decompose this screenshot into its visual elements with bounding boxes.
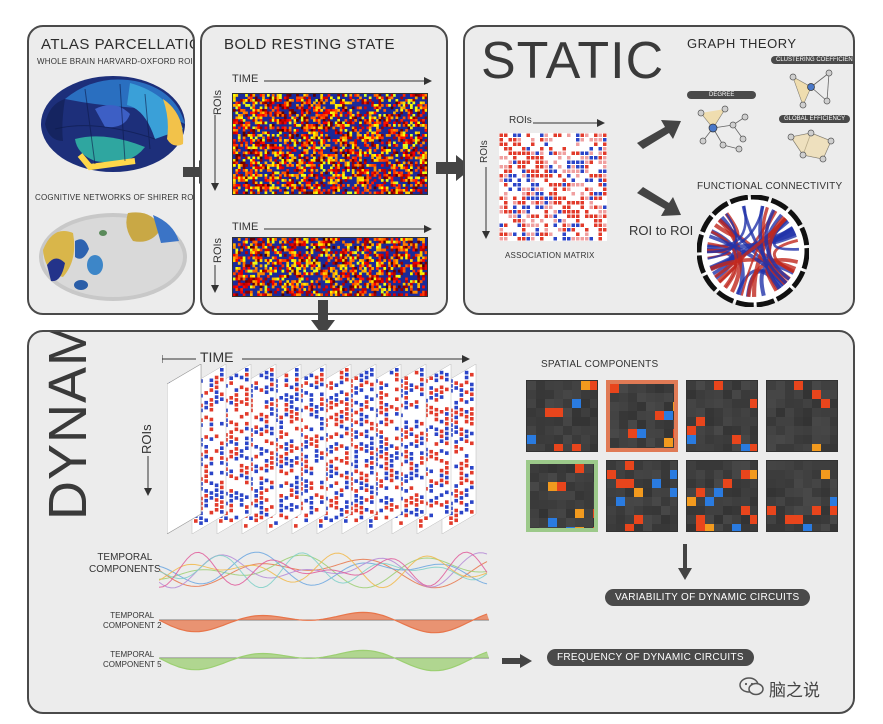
bold-title: BOLD RESTING STATE: [224, 36, 395, 53]
spatial-components-grid: [526, 380, 846, 540]
degree-pill: DEGREE: [687, 91, 757, 99]
clustering-graph-icon: [789, 69, 833, 109]
roi-to-roi-label: ROI to ROI: [629, 223, 694, 238]
static-rois-label-v: ROIs: [479, 140, 490, 163]
arrow-right-icon: [502, 654, 532, 668]
rois-axis-arrow-2: [211, 265, 219, 293]
watermark-text: 脑之说: [769, 681, 820, 701]
arrow-connectivity-icon: [637, 187, 681, 216]
temporal-component-5-plot: [159, 649, 489, 672]
association-matrix-label: ASSOCIATION MATRIX: [505, 251, 595, 260]
static-panel: STATIC GRAPH THEORY ROIs ROIs ASSOCIATIO…: [463, 25, 855, 315]
efficiency-graph-icon: [787, 129, 835, 163]
arrow-graph-icon: [637, 120, 681, 149]
dynamic-rois-arrow: [144, 456, 152, 496]
rois-axis-arrow-1: [211, 115, 219, 191]
temporal-component-2-plot: [159, 611, 489, 634]
spatial-component-map: [766, 460, 838, 532]
functional-connectivity-label: FUNCTIONAL CONNECTIVITY: [697, 181, 843, 192]
frequency-pill: FREQUENCY OF DYNAMIC CIRCUITS: [547, 649, 754, 666]
global-efficiency-pill: GLOBAL EFFICIENCY: [779, 115, 851, 123]
spatial-component-map: [526, 380, 598, 452]
arrow-down-icon: [678, 544, 692, 580]
static-rois-label-h: ROIs: [509, 115, 532, 126]
temporal-component-2-label: TEMPORAL COMPONENT 2: [103, 611, 162, 631]
clustering-pill: CLUSTERING COEFFICIENT: [771, 56, 853, 64]
static-rois-arrow-v: [482, 167, 490, 239]
brain-lateral-icon: [41, 76, 185, 172]
graph-theory-label: GRAPH THEORY: [687, 36, 797, 51]
temporal-component-2-text: TEMPORAL COMPONENT 2: [103, 611, 162, 630]
atlas-subtitle-shirer: COGNITIVE NETWORKS OF SHIRER ROIs: [35, 193, 195, 202]
brain-networks-icon: [39, 212, 187, 301]
bold-rois-label-2: ROIs: [212, 237, 224, 263]
bold-panel: BOLD RESTING STATE TIME ROIs TIME ROIs: [200, 25, 448, 315]
association-matrix: [499, 133, 607, 241]
dynamic-time-label: TIME: [200, 349, 234, 365]
spatial-component-map: [606, 380, 678, 452]
dynamic-panel: DYNAMIC TIME ROIs ROIs TEMPORAL COMPONEN…: [27, 330, 855, 714]
time-axis-arrow-1: [264, 77, 432, 85]
bold-signal-heatmap-1: [232, 93, 428, 195]
dynamic-matrix-stack: [167, 364, 477, 534]
spatial-component-map: [686, 460, 758, 532]
temporal-component-5-label: TEMPORAL COMPONENT 5: [103, 650, 162, 670]
bold-time-label-2: TIME: [232, 221, 259, 233]
spatial-component-map: [686, 380, 758, 452]
static-rois-arrow-h: [533, 119, 605, 127]
dynamic-rois-vert-label: ROIs: [139, 424, 154, 454]
atlas-subtitle-harvard: WHOLE BRAIN HARVARD-OXFORD ROIs: [37, 57, 195, 66]
temporal-components-label: TEMPORAL COMPONENTS: [89, 552, 161, 576]
temporal-component-5-text: TEMPORAL COMPONENT 5: [103, 650, 162, 669]
bold-rois-label-1: ROIs: [212, 89, 224, 115]
atlas-title: ATLAS PARCELLATION: [41, 36, 193, 53]
spatial-component-map: [766, 380, 838, 452]
bold-signal-heatmap-2: [232, 237, 428, 297]
wechat-icon: [739, 677, 764, 696]
dynamic-title: DYNAMIC: [38, 330, 98, 520]
time-axis-arrow-2: [264, 225, 432, 233]
spatial-components-label: SPATIAL COMPONENTS: [541, 359, 659, 370]
variability-pill: VARIABILITY OF DYNAMIC CIRCUITS: [605, 589, 810, 606]
spatial-component-map: [606, 460, 678, 532]
temporal-components-plot: [159, 551, 488, 589]
dynamic-time-axis: [162, 355, 470, 363]
graph-network-icon: [697, 105, 749, 153]
static-title: STATIC: [481, 32, 665, 90]
temporal-components-text: TEMPORAL COMPONENTS: [89, 552, 161, 575]
arrow-down-icon: [311, 300, 335, 336]
chord-connectome-icon: [697, 195, 809, 307]
spatial-component-map: [526, 460, 598, 532]
atlas-panel: ATLAS PARCELLATION WHOLE BRAIN HARVARD-O…: [27, 25, 195, 315]
bold-time-label-1: TIME: [232, 73, 259, 85]
